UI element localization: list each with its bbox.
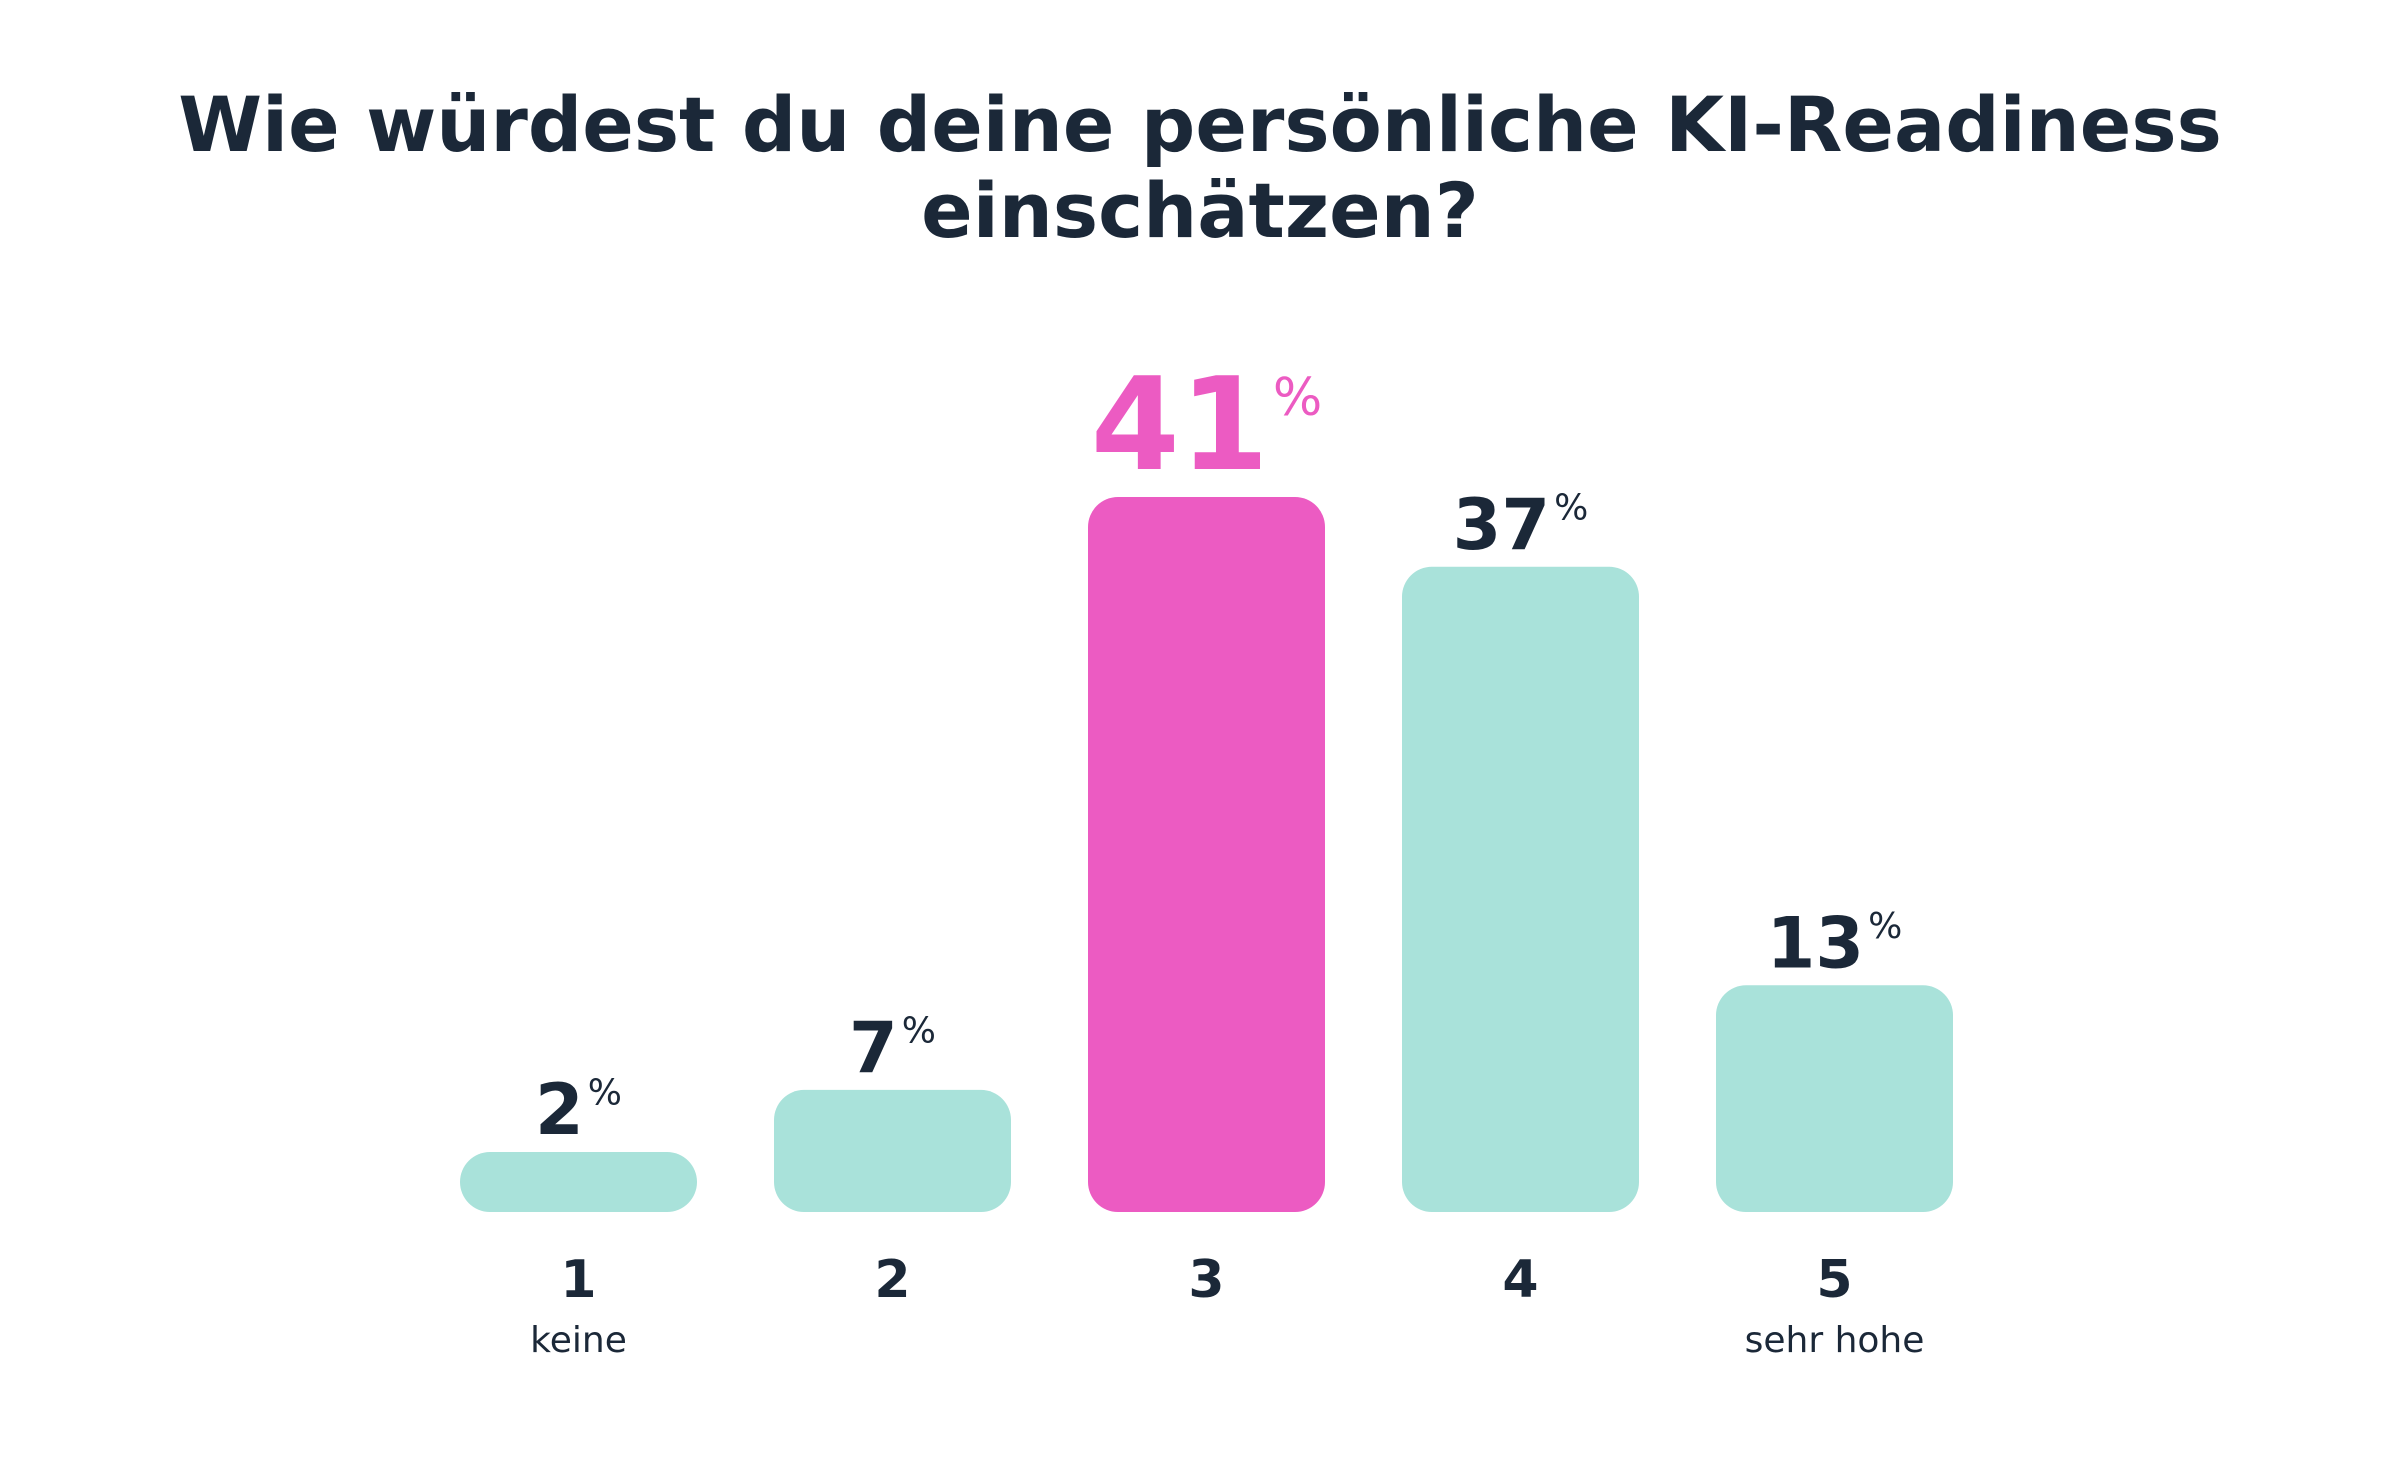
tick-label-5: 5	[1816, 1250, 1852, 1310]
tick-label-4: 4	[1502, 1250, 1538, 1310]
value-label-3: 41%	[1091, 351, 1323, 500]
tick-label-3: 3	[1188, 1250, 1224, 1310]
value-label-1: 2%	[535, 1069, 622, 1151]
value-label-4: 37%	[1453, 484, 1589, 566]
bar-1	[460, 1152, 697, 1212]
value-label-2: 7%	[849, 1007, 936, 1089]
tick-label-2: 2	[874, 1250, 910, 1310]
tick-sublabel-1: keine	[530, 1320, 627, 1361]
bar-3	[1088, 497, 1325, 1212]
value-label-5: 13%	[1767, 902, 1903, 984]
tick-sublabel-5: sehr hohe	[1745, 1320, 1925, 1361]
bar-4	[1402, 566, 1639, 1212]
bar-5	[1716, 985, 1953, 1212]
chart-title-line-2: einschätzen?	[921, 166, 1479, 255]
chart-title-line-1: Wie würdest du deine persönliche KI-Read…	[178, 80, 2222, 169]
tick-label-1: 1	[560, 1250, 596, 1310]
chart-title: Wie würdest du deine persönliche KI-Read…	[0, 82, 2400, 254]
bar-2	[774, 1089, 1011, 1212]
